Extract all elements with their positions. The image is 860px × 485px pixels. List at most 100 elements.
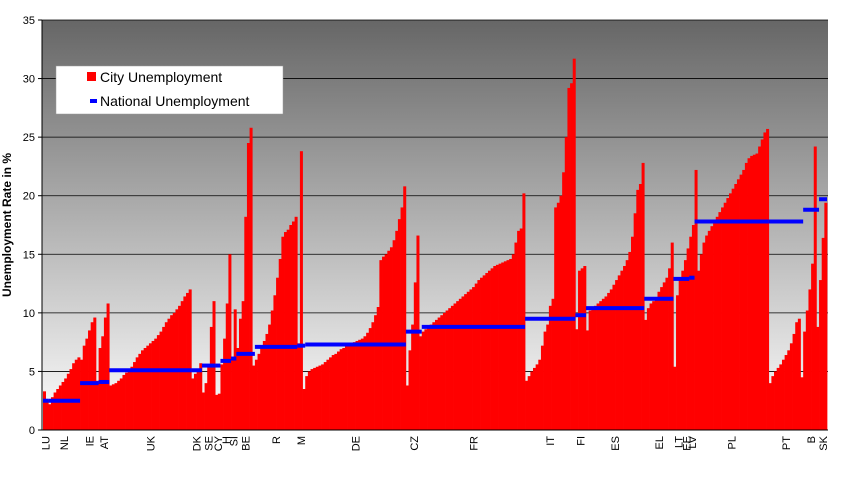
city-bar (485, 273, 489, 430)
city-bar (125, 372, 129, 430)
city-bar (670, 242, 674, 430)
city-bar (405, 385, 409, 430)
city-bar (310, 369, 314, 430)
x-tick-label: FI (576, 436, 588, 446)
city-bar (824, 202, 828, 430)
city-bar (517, 230, 521, 430)
city-bar (103, 317, 107, 430)
city-bar (781, 359, 785, 430)
city-bar (106, 303, 110, 430)
city-bar (164, 322, 168, 430)
city-bar (429, 324, 433, 430)
city-bar (119, 378, 123, 430)
city-bar (758, 146, 762, 430)
city-bar (540, 345, 544, 430)
city-bar (445, 310, 449, 430)
city-bar (268, 324, 272, 430)
x-tick-label: BE (241, 436, 253, 451)
city-bar (374, 315, 378, 430)
city-bar (615, 280, 619, 430)
city-bar (490, 268, 494, 430)
city-bar (154, 338, 158, 430)
city-bar (480, 277, 484, 430)
city-bar (329, 357, 333, 430)
city-bar (564, 137, 568, 430)
city-bar (707, 230, 711, 430)
city-bar (575, 329, 579, 430)
city-bar (220, 364, 224, 430)
city-bar (662, 282, 666, 430)
y-tick-label: 0 (29, 425, 35, 437)
city-bar (239, 318, 242, 430)
city-bar (458, 298, 462, 430)
x-tick-label: H (221, 436, 233, 444)
x-tick-label: LU (41, 436, 53, 450)
city-bar (265, 333, 269, 430)
x-tick-label: IT (545, 436, 557, 446)
city-bar (246, 143, 250, 430)
city-bar (694, 169, 698, 430)
city-bar (183, 296, 187, 430)
x-tick-label: SK (818, 435, 830, 450)
city-bar (186, 292, 190, 430)
city-bar (511, 254, 515, 430)
city-bar (755, 153, 759, 431)
city-bar (654, 298, 658, 430)
city-bar (217, 393, 221, 430)
city-bar (342, 348, 346, 430)
city-bar (286, 229, 290, 430)
city-bar (77, 357, 81, 430)
city-bar (697, 270, 701, 430)
city-bar (779, 364, 783, 430)
city-bar (419, 336, 423, 430)
x-tick-label: FR (468, 436, 480, 451)
city-bar (713, 221, 717, 430)
x-tick-label: DE (351, 436, 363, 451)
city-bar (193, 373, 197, 430)
city-bar (527, 376, 531, 430)
city-bar (270, 310, 274, 430)
y-tick-label: 20 (23, 191, 35, 203)
national-legend-swatch (90, 99, 97, 103)
city-bar (74, 359, 78, 430)
city-bar (591, 308, 595, 430)
city-bar (400, 207, 404, 430)
city-bar (88, 330, 92, 430)
city-bar (403, 186, 407, 430)
city-bar (93, 317, 97, 430)
city-bar (800, 377, 804, 430)
city-bar (276, 277, 280, 430)
city-bar (146, 345, 150, 430)
city-bar (127, 370, 131, 430)
city-bar (474, 283, 478, 430)
city-bar (752, 154, 756, 430)
city-bar (660, 287, 664, 430)
city-bar (249, 127, 253, 431)
city-bar (225, 303, 229, 430)
city-bar (729, 193, 732, 430)
city-bar (392, 240, 396, 430)
y-tick-label: 10 (23, 308, 35, 320)
city-bar (578, 270, 582, 430)
city-bar (792, 333, 796, 430)
city-bar (482, 275, 486, 430)
city-bar (61, 381, 65, 430)
city-bar (156, 335, 160, 430)
city-bar (774, 371, 778, 430)
city-bar (678, 280, 682, 430)
city-bar (448, 308, 452, 430)
city-bar (337, 351, 340, 430)
x-tick-label: UK (145, 435, 157, 451)
city-bar (546, 324, 550, 430)
x-tick-label: PT (781, 436, 793, 450)
city-bar (665, 277, 669, 430)
x-tick-label: EL (654, 436, 666, 449)
city-bar (710, 226, 714, 430)
city-bar (82, 345, 86, 430)
national-lines (43, 197, 827, 403)
city-bar (323, 362, 327, 430)
city-bar (80, 359, 84, 430)
city-bar (556, 202, 560, 430)
city-bar (43, 391, 46, 430)
